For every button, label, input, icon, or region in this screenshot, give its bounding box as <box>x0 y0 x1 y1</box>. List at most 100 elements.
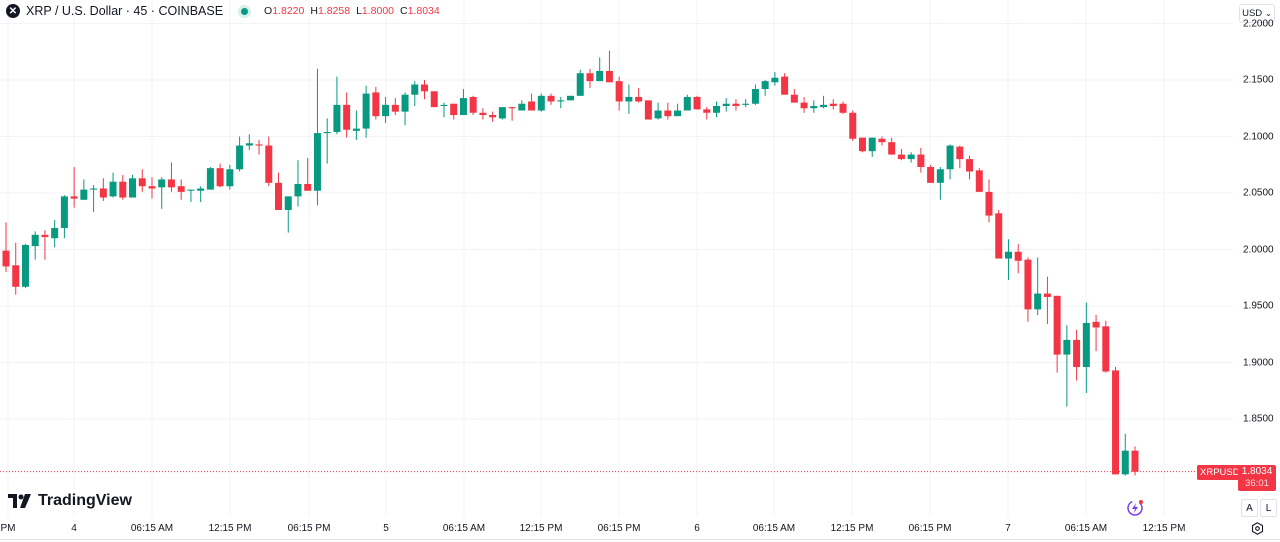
candle-body <box>917 154 925 168</box>
candle-body <box>177 186 185 192</box>
settings-gear-icon[interactable] <box>1251 522 1264 535</box>
bottom-border <box>0 539 1280 540</box>
time-tick-label: PM <box>0 523 16 534</box>
candle-body <box>421 84 429 92</box>
candle-body <box>70 196 78 199</box>
candle-body <box>858 137 866 152</box>
chevron-down-icon: ⌄ <box>1265 9 1272 18</box>
candle-body <box>975 170 983 192</box>
candle-body <box>927 167 935 183</box>
candle <box>936 167 944 200</box>
candlestick-chart[interactable] <box>0 0 1233 517</box>
candle-body <box>187 189 195 191</box>
candle <box>41 230 49 260</box>
candle <box>995 209 1003 259</box>
candle-body <box>1131 450 1139 472</box>
candle <box>31 231 39 260</box>
currency-button[interactable]: USD ⌄ <box>1239 4 1275 23</box>
candle <box>547 93 555 105</box>
candle <box>177 179 185 200</box>
candle <box>70 167 78 208</box>
time-tick-label: 12:15 PM <box>1142 523 1186 534</box>
close-label: C <box>400 5 408 17</box>
candle <box>781 73 789 95</box>
candle-body <box>1014 251 1022 261</box>
candle <box>654 102 662 120</box>
candle <box>187 189 195 203</box>
candle <box>284 196 292 233</box>
price-tick-label: 1.8500 <box>1243 413 1274 425</box>
tradingview-logo[interactable]: TradingView <box>8 492 132 510</box>
time-tick-label: 06:15 PM <box>287 523 331 534</box>
time-tick-label: 12:15 PM <box>519 523 563 534</box>
symbol-title[interactable]: XRP / U.S. Dollar · 45 · COINBASE <box>26 4 224 18</box>
open-label: O <box>264 5 273 17</box>
candle <box>1063 325 1071 407</box>
candle-body <box>51 228 59 239</box>
candle <box>1073 329 1081 381</box>
candle-body <box>333 104 341 132</box>
candle <box>1004 239 1012 281</box>
candle <box>479 108 487 120</box>
candle-body <box>2 250 10 267</box>
candle <box>537 93 545 112</box>
candle-body <box>1112 370 1120 475</box>
candle <box>440 102 448 118</box>
candle <box>421 80 429 100</box>
time-tick-label: 06:15 AM <box>752 523 796 534</box>
candle <box>820 95 828 109</box>
candle <box>304 157 312 191</box>
candle <box>343 92 351 138</box>
candle <box>771 72 779 86</box>
candle-body <box>576 73 584 96</box>
candle <box>80 179 88 200</box>
candle <box>674 103 682 117</box>
candle <box>664 102 672 120</box>
candle <box>956 145 964 169</box>
time-tick-label: 06:15 AM <box>442 523 486 534</box>
candle-body <box>90 188 98 190</box>
candle <box>489 111 497 122</box>
candle-body <box>31 234 39 247</box>
candle-body <box>1092 321 1100 328</box>
candle <box>722 98 730 112</box>
candle-body <box>323 131 331 134</box>
candle <box>596 57 604 82</box>
candle-body <box>245 143 253 146</box>
candle <box>683 94 691 111</box>
candle <box>528 93 536 111</box>
log-scale-button[interactable]: L <box>1260 499 1277 517</box>
price-tick-label: 1.9500 <box>1243 300 1274 312</box>
candle-body <box>1004 251 1012 259</box>
time-tick-label: 5 <box>383 523 389 534</box>
candle-body <box>625 96 633 102</box>
candle-body <box>907 154 915 160</box>
candle-body <box>129 178 137 198</box>
candle-body <box>849 112 857 139</box>
candle <box>352 110 360 140</box>
candle-body <box>1121 450 1129 475</box>
auto-scale-button[interactable]: A <box>1241 499 1258 517</box>
candle <box>829 99 837 110</box>
candle <box>761 80 769 96</box>
candle-body <box>567 95 574 101</box>
candle <box>712 101 720 118</box>
ai-assistant-icon[interactable] <box>1124 498 1146 518</box>
candle-body <box>586 73 594 82</box>
candle-body <box>284 196 292 210</box>
candle <box>391 98 399 116</box>
candle <box>60 195 68 239</box>
symbol-price-tag: XRPUSD <box>1197 465 1243 480</box>
market-open-status-icon <box>241 7 249 15</box>
candle-body <box>275 182 283 210</box>
candle-body <box>664 110 672 117</box>
candle <box>459 89 467 116</box>
candle-body <box>995 213 1003 259</box>
candle-body <box>1102 326 1110 372</box>
candle-body <box>226 169 234 187</box>
candle-body <box>703 109 711 113</box>
candle-body <box>800 102 808 109</box>
candle <box>966 155 974 180</box>
candle-body <box>781 76 789 95</box>
candle-body <box>644 100 652 120</box>
